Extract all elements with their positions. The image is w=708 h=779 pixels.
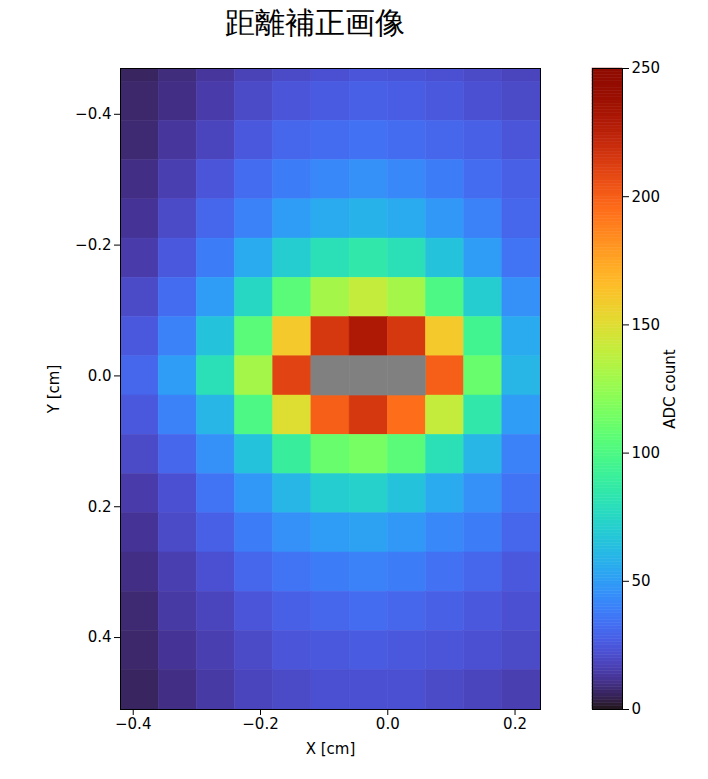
svg-text:X [cm]: X [cm] bbox=[306, 740, 356, 758]
svg-text:ADC count: ADC count bbox=[661, 349, 679, 428]
svg-text:−0.2: −0.2 bbox=[242, 715, 278, 733]
svg-text:Y [cm]: Y [cm] bbox=[45, 365, 63, 415]
svg-text:−0.4: −0.4 bbox=[115, 715, 151, 733]
svg-text:0.0: 0.0 bbox=[376, 715, 400, 733]
svg-text:150: 150 bbox=[632, 316, 661, 334]
svg-text:250: 250 bbox=[632, 59, 661, 77]
svg-text:50: 50 bbox=[632, 572, 651, 590]
svg-text:200: 200 bbox=[632, 188, 661, 206]
svg-text:0.2: 0.2 bbox=[503, 715, 527, 733]
html-text:距離補正画像: 距離補正画像 bbox=[225, 5, 405, 40]
svg-text:0.2: 0.2 bbox=[88, 498, 112, 516]
svg-text:0.0: 0.0 bbox=[88, 367, 112, 385]
svg-text:0.4: 0.4 bbox=[88, 628, 112, 646]
svg-text:100: 100 bbox=[632, 444, 661, 462]
svg-text:0: 0 bbox=[632, 700, 642, 718]
svg-text:−0.2: −0.2 bbox=[75, 236, 111, 254]
svg-text:−0.4: −0.4 bbox=[75, 105, 111, 123]
